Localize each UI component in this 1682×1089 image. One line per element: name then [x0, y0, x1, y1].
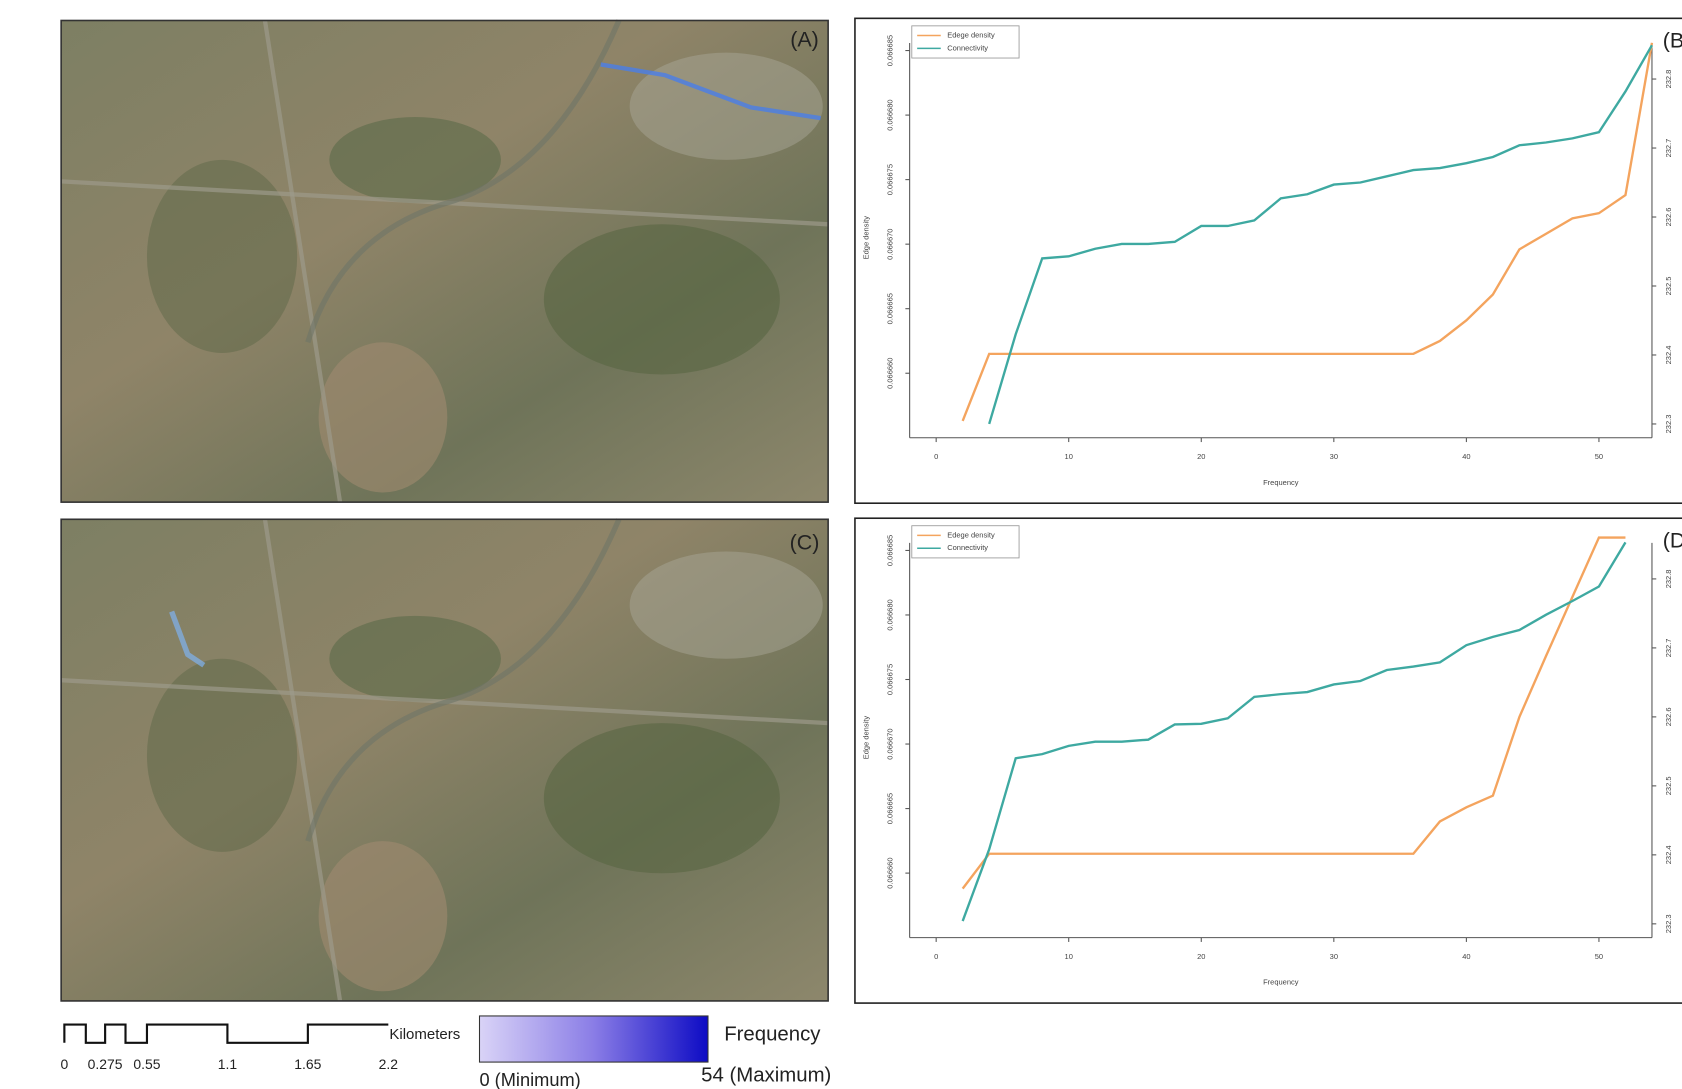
panel-label: (A) — [790, 28, 819, 52]
scale-unit: Kilometers — [389, 1026, 460, 1043]
y-tick-label: 0.066670 — [885, 728, 894, 759]
y-tick-label: 0.066670 — [885, 229, 894, 260]
y-tick-label: 0.066660 — [885, 857, 894, 888]
x-tick-label: 50 — [1595, 452, 1603, 461]
y-tick-label: 0.066665 — [885, 793, 894, 824]
x-tick-label: 10 — [1065, 452, 1073, 461]
scale-label: 1.1 — [218, 1056, 238, 1072]
chart-frame — [855, 18, 1682, 503]
y2-tick-label: 232.3 — [1664, 914, 1673, 933]
y2-tick-label: 232.6 — [1664, 208, 1673, 227]
line-chart: 0 10 20 30 40 50 0.066660 0.066665 0.066670 0.066… — [855, 518, 1682, 1003]
x-tick-label: 40 — [1462, 452, 1470, 461]
frequency-legend: Frequency 0 (Minimum) 54 (Maximum) — [479, 1016, 831, 1089]
figure: (A) (C) Kilometers 0 0.275 0.55 1.1 1.65… — [0, 0, 1682, 1089]
legend-min: 0 (Minimum) — [479, 1069, 580, 1089]
y2-tick-label: 232.5 — [1664, 776, 1673, 795]
panel-label: (D) — [1663, 528, 1682, 552]
y-tick-label: 0.066675 — [885, 664, 894, 695]
panel-label: (C) — [790, 531, 820, 555]
x-tick-label: 0 — [934, 952, 938, 961]
scale-label: 0 — [60, 1056, 68, 1072]
y-tick-label: 0.066675 — [885, 164, 894, 195]
x-tick-label: 10 — [1065, 952, 1073, 961]
legend-label: Edege density — [947, 530, 995, 539]
y-tick-label: 0.066685 — [885, 535, 894, 566]
legend-label: Connectivity — [947, 543, 988, 552]
y-tick-label: 0.066680 — [885, 99, 894, 130]
x-tick-label: 40 — [1462, 952, 1470, 961]
scale-label: 0.55 — [133, 1056, 160, 1072]
y-tick-label: 0.066680 — [885, 599, 894, 630]
panel-label: (B) — [1663, 29, 1682, 53]
y2-tick-label: 232.6 — [1664, 708, 1673, 727]
line-chart: 0 10 20 30 40 50 0.066660 0.066665 0.066670 0.066… — [855, 18, 1682, 503]
legend-label: Connectivity — [947, 43, 988, 52]
x-axis-title: Frequency — [1263, 978, 1299, 987]
x-tick-label: 20 — [1197, 952, 1205, 961]
scale-label: 0.275 — [88, 1056, 123, 1072]
x-axis-title: Frequency — [1263, 478, 1299, 487]
y2-tick-label: 232.8 — [1664, 570, 1673, 589]
y2-tick-label: 232.5 — [1664, 277, 1673, 296]
y2-tick-label: 232.8 — [1664, 70, 1673, 89]
y-tick-label: 0.066660 — [885, 358, 894, 389]
y2-tick-label: 232.3 — [1664, 415, 1673, 434]
x-tick-label: 0 — [934, 452, 938, 461]
y-tick-label: 0.066685 — [885, 35, 894, 66]
map-c: (C) — [61, 519, 828, 1001]
legend-title: Frequency — [724, 1024, 821, 1046]
y-axis-title: Edge density — [862, 716, 871, 760]
page: (A) (C) Kilometers 0 0.275 0.55 1.1 1.65… — [0, 0, 1682, 1089]
scale-bar: Kilometers 0 0.275 0.55 1.1 1.65 2.2 — [60, 1025, 460, 1072]
x-tick-label: 50 — [1595, 952, 1603, 961]
x-tick-label: 30 — [1330, 452, 1338, 461]
scale-label: 2.2 — [379, 1056, 399, 1072]
y2-tick-label: 232.4 — [1664, 845, 1673, 864]
y2-tick-label: 232.4 — [1664, 346, 1673, 365]
y-tick-label: 0.066665 — [885, 293, 894, 324]
x-tick-label: 20 — [1197, 452, 1205, 461]
y-axis-title: Edge density — [862, 216, 871, 260]
y2-tick-label: 232.7 — [1664, 639, 1673, 658]
chart-frame — [855, 518, 1682, 1003]
legend-max: 54 (Maximum) — [701, 1064, 831, 1086]
map-a: (A) — [61, 20, 828, 502]
x-tick-label: 30 — [1330, 952, 1338, 961]
scale-label: 1.65 — [294, 1056, 321, 1072]
y2-tick-label: 232.7 — [1664, 139, 1673, 158]
legend-label: Edege density — [947, 30, 995, 39]
